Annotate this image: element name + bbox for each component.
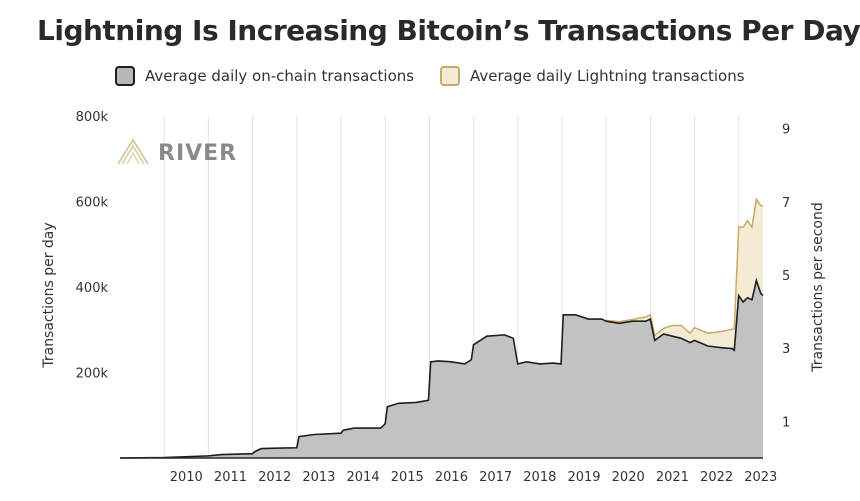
legend-item-onchain[interactable]: Average daily on-chain transactions	[115, 66, 414, 86]
y-left-tick-label: 600k	[76, 196, 109, 211]
y-right-tick-label: 5	[782, 269, 790, 284]
y-left-tick-label: 800k	[76, 110, 109, 125]
y-right-tick-label: 1	[782, 415, 790, 430]
onchain-area	[120, 280, 763, 458]
logo-mark-core-icon	[126, 151, 140, 165]
river-logo: RIVER	[117, 138, 237, 166]
lightning-line	[606, 197, 763, 337]
legend-label-lightning: Average daily Lightning transactions	[470, 67, 745, 85]
y-right-tick-label: 3	[782, 342, 790, 357]
x-tick-label: 2013	[302, 470, 335, 485]
y-left-tick-label: 200k	[76, 367, 109, 382]
x-tick-label: 2022	[700, 470, 733, 485]
legend-swatch-onchain	[115, 66, 135, 86]
x-tick-label: 2020	[612, 470, 645, 485]
x-axis-ticks: 2010 2011 2012 2013 2014 2015 2016 2017 2018 2019…	[170, 470, 778, 485]
x-tick-label: 2011	[214, 470, 247, 485]
logo-mark-icon	[117, 138, 149, 165]
y-right-tick-label: 7	[782, 196, 790, 211]
x-tick-label: 2016	[435, 470, 468, 485]
legend-swatch-lightning	[440, 66, 460, 86]
x-tick-label: 2017	[479, 470, 512, 485]
logo-mark-inner-icon	[121, 144, 145, 165]
y-axis-right-ticks: 1 3 5 7 9	[782, 123, 790, 431]
y-axis-left-ticks: 200k 400k 600k 800k	[76, 110, 109, 382]
chart-title: Lightning Is Increasing Bitcoin’s Transa…	[37, 14, 860, 47]
legend: Average daily on-chain transactions Aver…	[0, 66, 860, 96]
legend-label-onchain: Average daily on-chain transactions	[145, 67, 415, 85]
y-left-tick-label: 400k	[76, 281, 109, 296]
x-tick-label: 2019	[567, 470, 600, 485]
x-tick-label: 2015	[391, 470, 424, 485]
plot-area	[119, 197, 764, 459]
x-tick-label: 2023	[744, 470, 777, 485]
x-tick-label: 2021	[656, 470, 689, 485]
x-tick-label: 2014	[347, 470, 380, 485]
legend-item-lightning[interactable]: Average daily Lightning transactions	[440, 66, 745, 86]
x-tick-label: 2012	[258, 470, 291, 485]
logo-text: RIVER	[158, 141, 237, 166]
onchain-line	[119, 277, 764, 459]
y-axis-left-title: Transactions per day	[41, 222, 57, 368]
x-tick-label: 2018	[523, 470, 556, 485]
y-axis-right-title: Transactions per second	[810, 202, 826, 372]
x-tick-label: 2010	[170, 470, 203, 485]
y-right-tick-label: 9	[782, 123, 790, 138]
